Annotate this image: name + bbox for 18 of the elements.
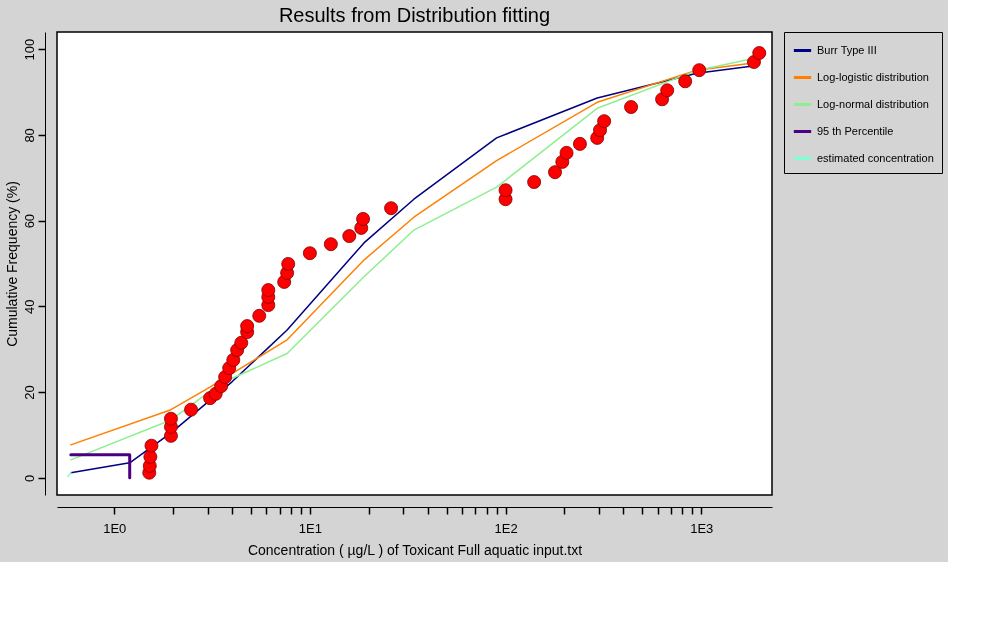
x-tick-label: 1E1 — [298, 520, 322, 536]
legend-label: Log-normal distribution — [817, 97, 929, 110]
legend-label: Burr Type III — [817, 43, 877, 56]
y-tick-label: 0 — [21, 474, 37, 482]
x-axis-title: Concentration ( µg/L ) of Toxicant Full aquatic input.txt — [247, 541, 583, 558]
legend-label: Log-logistic distribution — [817, 70, 929, 83]
y-axis-title: Cumulative Frequency (%) — [3, 181, 20, 347]
y-tick-label: 60 — [21, 213, 37, 229]
x-tick-label: 1E2 — [494, 520, 518, 536]
x-tick-label: 1E0 — [103, 520, 127, 536]
y-tick-label: 20 — [21, 385, 37, 400]
y-tick-label: 40 — [21, 299, 37, 315]
chart-title: Results from Distribution fitting — [278, 3, 551, 26]
y-tick-label: 80 — [21, 128, 37, 143]
legend-label: 95 th Percentile — [817, 124, 894, 137]
legend-label: estimated concentration — [817, 151, 934, 164]
y-tick-label: 100 — [21, 38, 37, 61]
x-tick-label: 1E3 — [690, 520, 714, 536]
